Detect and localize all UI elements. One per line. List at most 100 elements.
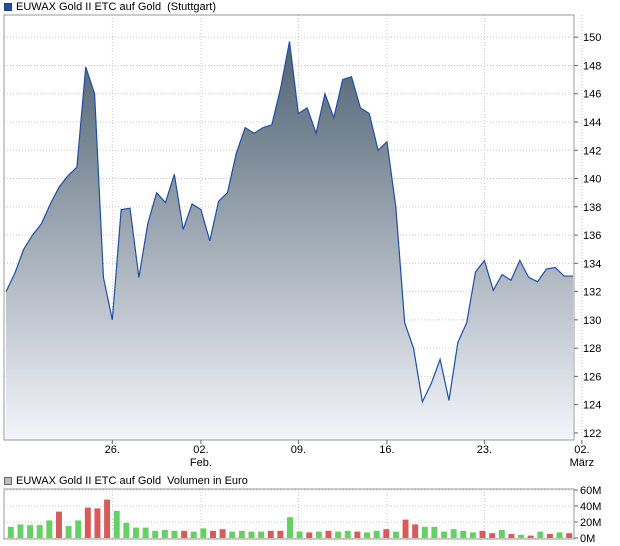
volume-y-tick-label: 60M: [580, 485, 601, 497]
volume-bar: [469, 532, 476, 538]
volume-legend-swatch: [4, 477, 12, 485]
volume-bar: [537, 531, 544, 538]
volume-bar: [171, 530, 178, 538]
price-chart-instrument: EUWAX Gold II ETC auf Gold: [16, 1, 162, 13]
volume-y-tick-label: 40M: [580, 501, 601, 513]
volume-bar: [229, 531, 236, 538]
volume-bar: [152, 530, 159, 538]
volume-bar: [296, 531, 303, 538]
price-x-tick-label: 23.: [477, 444, 492, 456]
price-y-axis: 122 124 126 128 130 132 134 136 138 140 142 144 146 1…: [574, 32, 601, 440]
volume-bar: [354, 531, 361, 538]
volume-bar: [104, 499, 111, 538]
volume-bar: [556, 532, 563, 538]
volume-bar: [392, 531, 399, 538]
volume-bar: [84, 507, 91, 538]
volume-y-tick-label: 20M: [580, 517, 601, 529]
price-x-tick-label: 26.: [105, 444, 120, 456]
price-y-tick-label: 148: [583, 60, 601, 72]
price-x-month-label: März: [570, 457, 594, 469]
price-y-tick-label: 136: [583, 230, 601, 242]
price-y-tick-label: 150: [583, 32, 601, 44]
price-x-tick-label: 02.: [574, 444, 589, 456]
volume-bar: [489, 533, 496, 538]
volume-bar: [306, 532, 313, 538]
price-y-tick-label: 130: [583, 315, 601, 327]
volume-bar: [94, 508, 101, 538]
price-x-tick-label: 02.: [193, 444, 208, 456]
price-area-fill: [6, 41, 573, 440]
volume-bar: [441, 531, 448, 538]
price-x-tick-label: 09.: [291, 444, 306, 456]
volume-bar: [315, 531, 322, 538]
price-y-tick-label: 124: [583, 400, 601, 412]
volume-bar: [421, 526, 428, 538]
price-y-tick-label: 140: [583, 174, 601, 186]
volume-bar: [200, 528, 207, 538]
volume-y-tick-label: 0M: [580, 533, 595, 545]
volume-bar: [258, 531, 265, 538]
volume-bar: [546, 534, 553, 538]
volume-bar: [55, 511, 62, 538]
volume-bar: [498, 530, 505, 538]
volume-bar: [113, 510, 120, 538]
volume-bar: [479, 530, 486, 538]
volume-bar: [132, 527, 139, 538]
volume-chart-instrument: EUWAX Gold II ETC auf Gold: [16, 475, 162, 487]
volume-bar: [7, 526, 14, 538]
volume-bar: [373, 530, 380, 538]
volume-bar: [248, 531, 255, 538]
volume-bar: [450, 529, 457, 538]
volume-bar: [287, 517, 293, 538]
price-y-tick-label: 138: [583, 202, 601, 214]
volume-bar: [210, 530, 216, 538]
volume-bar: [36, 525, 43, 538]
volume-bar: [181, 530, 188, 538]
price-x-axis: 26.02.Feb.09.16.23.02.März09.16.23.01.Ap…: [105, 440, 594, 469]
volume-plot-frame: [3, 488, 575, 540]
volume-bar: [518, 534, 525, 538]
volume-bar: [142, 527, 149, 538]
price-x-month-label: Feb.: [190, 457, 212, 469]
volume-bar: [383, 529, 390, 538]
price-y-tick-label: 144: [583, 117, 601, 129]
volume-bar: [27, 525, 34, 538]
volume-bar: [46, 520, 53, 538]
volume-bar: [412, 524, 419, 538]
volume-bar: [402, 519, 409, 538]
volume-chart-label: Volumen in Euro: [167, 475, 248, 487]
price-chart-header: EUWAX Gold II ETC auf Gold (Stuttgart): [4, 1, 216, 14]
volume-bar: [65, 526, 72, 538]
price-plot-frame: [3, 14, 575, 441]
price-x-tick-label: 16.: [379, 444, 394, 456]
volume-bar: [344, 530, 351, 538]
volume-bar: [325, 530, 332, 538]
volume-bar: [219, 529, 226, 538]
price-y-tick-label: 128: [583, 343, 601, 355]
volume-bar: [364, 532, 370, 538]
price-y-tick-label: 126: [583, 371, 601, 383]
price-y-tick-label: 132: [583, 287, 601, 299]
volume-bar: [190, 531, 197, 538]
volume-chart-header: EUWAX Gold II ETC auf Gold Volumen in Eur…: [4, 475, 248, 488]
volume-bar: [277, 530, 284, 538]
price-chart-exchange: (Stuttgart): [167, 1, 216, 13]
volume-bar: [460, 530, 467, 538]
volume-bar: [267, 530, 274, 538]
price-y-tick-label: 122: [583, 428, 601, 440]
volume-bar: [161, 530, 168, 538]
volume-bars: [7, 499, 573, 538]
price-series-line: [5, 41, 573, 404]
price-legend-swatch: [4, 3, 12, 11]
volume-bar: [75, 520, 82, 538]
volume-bar: [17, 524, 24, 538]
volume-bar: [238, 530, 245, 538]
volume-bar: [335, 531, 342, 538]
volume-bar: [508, 534, 515, 538]
volume-y-axis: 0M 20M 40M 60M: [574, 485, 601, 545]
price-y-tick-label: 134: [583, 258, 601, 270]
price-y-tick-label: 142: [583, 145, 601, 157]
volume-bar: [566, 533, 573, 538]
volume-bar: [527, 535, 534, 538]
